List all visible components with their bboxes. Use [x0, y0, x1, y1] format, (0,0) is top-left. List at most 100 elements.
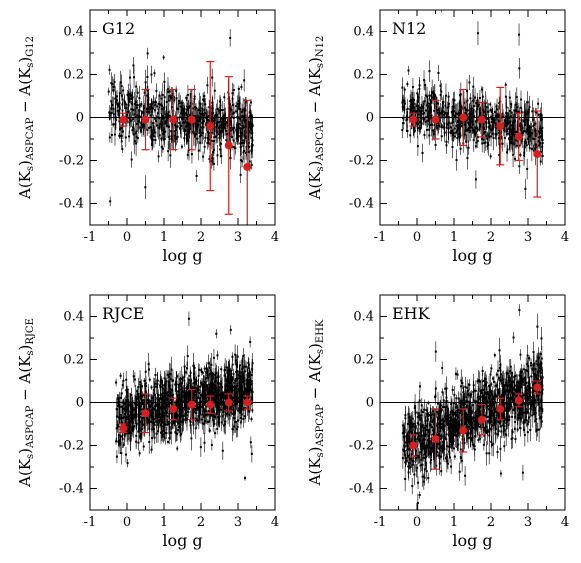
- y-tick-label: 0: [366, 111, 374, 126]
- data-point: [431, 90, 434, 93]
- data-point: [240, 377, 243, 380]
- data-point: [452, 110, 455, 113]
- data-point: [440, 135, 443, 138]
- data-point: [166, 88, 169, 91]
- data-point: [158, 406, 161, 409]
- data-point: [514, 157, 517, 160]
- data-point: [120, 94, 123, 97]
- data-point: [240, 85, 243, 88]
- data-point: [167, 111, 170, 114]
- data-point: [225, 384, 228, 387]
- data-point: [516, 130, 519, 133]
- data-point: [193, 408, 196, 411]
- data-point: [140, 129, 143, 132]
- data-point: [209, 414, 212, 417]
- data-point: [155, 404, 158, 407]
- data-point: [184, 119, 187, 122]
- data-point: [144, 186, 147, 189]
- data-point: [152, 135, 155, 138]
- data-point: [193, 98, 196, 101]
- data-point: [188, 127, 191, 130]
- data-point: [201, 109, 204, 112]
- data-point: [200, 418, 203, 421]
- data-point: [222, 403, 225, 406]
- data-point: [167, 99, 170, 102]
- data-point: [211, 384, 214, 387]
- data-point: [154, 117, 157, 120]
- data-point: [505, 129, 508, 132]
- data-point: [128, 421, 131, 424]
- data-point: [204, 378, 207, 381]
- data-point: [244, 124, 247, 127]
- data-point: [481, 142, 484, 145]
- data-point: [417, 96, 420, 99]
- y-axis-title-part: s: [315, 63, 326, 68]
- data-point: [243, 115, 246, 118]
- data-point: [244, 387, 247, 390]
- data-point: [167, 440, 170, 443]
- data-point: [112, 123, 115, 126]
- data-point: [166, 391, 169, 394]
- data-point: [210, 381, 213, 384]
- data-point: [170, 97, 173, 100]
- data-point: [235, 110, 238, 113]
- data-point: [126, 430, 129, 433]
- data-point: [108, 136, 111, 139]
- data-point: [170, 416, 173, 419]
- data-point: [201, 132, 204, 135]
- data-point: [132, 133, 135, 136]
- data-point: [131, 427, 134, 430]
- data-point: [206, 141, 209, 144]
- data-point: [133, 76, 136, 79]
- data-point: [136, 392, 139, 395]
- y-axis-title-part: ): [306, 161, 324, 167]
- data-point: [201, 405, 204, 408]
- data-point: [183, 109, 186, 112]
- data-point: [239, 404, 242, 407]
- data-point: [180, 124, 183, 127]
- data-point: [129, 76, 132, 79]
- data-point: [218, 133, 221, 136]
- data-point: [489, 109, 492, 112]
- data-point: [247, 126, 250, 129]
- data-point: [156, 379, 159, 382]
- data-point: [447, 95, 450, 98]
- data-point: [125, 115, 128, 118]
- data-point: [154, 138, 157, 141]
- data-point: [170, 138, 173, 141]
- data-point: [441, 4, 443, 6]
- data-point: [236, 425, 239, 428]
- data-point: [243, 149, 246, 152]
- y-tick-label: 0.4: [63, 25, 84, 40]
- data-point: [442, 113, 445, 116]
- data-point: [138, 97, 141, 100]
- data-point: [506, 151, 509, 154]
- data-point: [518, 165, 521, 168]
- data-point: [501, 142, 504, 145]
- data-point: [178, 417, 181, 420]
- data-point: [212, 396, 215, 399]
- data-point: [492, 123, 495, 126]
- data-point: [159, 397, 162, 400]
- data-point: [539, 127, 542, 130]
- data-point: [191, 412, 194, 415]
- data-point: [139, 126, 142, 129]
- data-point: [244, 135, 247, 138]
- data-point: [526, 101, 529, 104]
- data-point: [220, 129, 223, 132]
- y-axis-title-part: − A(K: [306, 67, 324, 118]
- data-point: [118, 397, 121, 400]
- data-point: [174, 383, 177, 386]
- data-point: [493, 111, 496, 114]
- data-point: [176, 433, 179, 436]
- data-point: [140, 385, 143, 388]
- data-point: [431, 129, 434, 132]
- data-point: [407, 69, 410, 72]
- data-point: [466, 109, 469, 112]
- data-point: [162, 138, 165, 141]
- data-point: [134, 416, 137, 419]
- y-tick-label: 0.2: [353, 68, 374, 83]
- data-point: [210, 385, 213, 388]
- data-point: [199, 115, 202, 118]
- data-point: [148, 126, 151, 129]
